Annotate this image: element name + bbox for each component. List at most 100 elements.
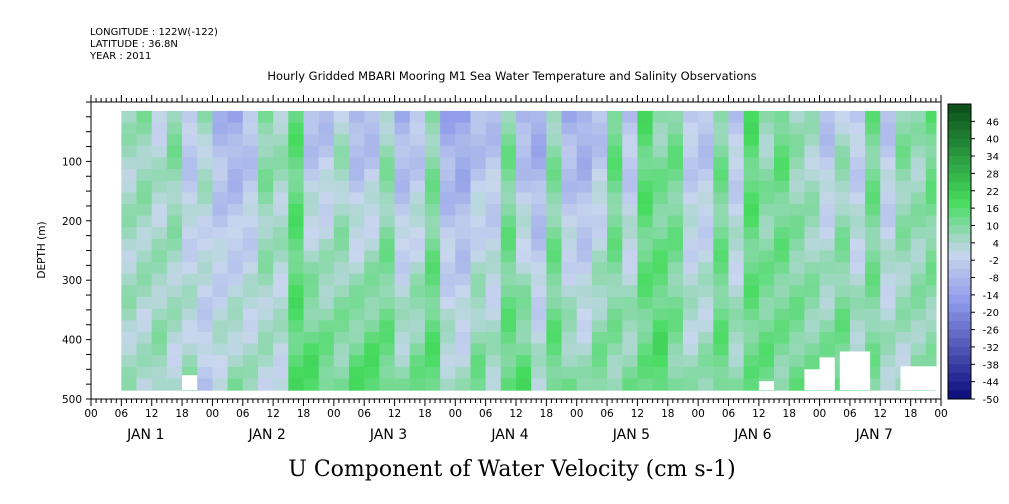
heatmap-cell bbox=[728, 331, 745, 345]
heatmap-cell bbox=[576, 203, 593, 217]
heatmap-cell bbox=[637, 297, 654, 310]
heatmap-cell bbox=[242, 262, 259, 275]
colorbar-swatch bbox=[948, 234, 971, 244]
heatmap-cell bbox=[364, 308, 380, 321]
heatmap-cell bbox=[561, 250, 578, 263]
heatmap-cell bbox=[303, 110, 320, 124]
heatmap-cell bbox=[895, 180, 912, 193]
heatmap-cell bbox=[576, 320, 593, 333]
heatmap-cell bbox=[257, 110, 274, 124]
heatmap-cell bbox=[895, 122, 912, 135]
heatmap-cell bbox=[151, 273, 168, 286]
heatmap-cell bbox=[865, 145, 881, 159]
colorbar-label: 40 bbox=[986, 135, 999, 146]
heatmap-cell bbox=[728, 320, 745, 333]
heatmap-cell bbox=[789, 320, 805, 333]
hour-tick-label: 18 bbox=[175, 408, 188, 420]
heatmap-cell bbox=[516, 320, 532, 333]
heatmap-cell bbox=[698, 331, 714, 345]
heatmap-cell bbox=[849, 134, 866, 147]
heatmap-cell bbox=[622, 169, 639, 182]
heatmap-cell bbox=[136, 227, 153, 240]
heatmap-cell bbox=[288, 215, 305, 228]
heatmap-cell bbox=[607, 122, 623, 135]
heatmap-cell bbox=[500, 145, 517, 159]
heatmap-cell bbox=[379, 180, 396, 193]
heatmap-cell bbox=[591, 227, 608, 240]
heatmap-cell bbox=[151, 215, 168, 228]
heatmap-cell bbox=[455, 134, 472, 147]
heatmap-cell bbox=[728, 355, 745, 368]
heatmap-cell bbox=[713, 169, 730, 182]
heatmap-cell bbox=[865, 227, 881, 240]
heatmap-cell bbox=[197, 110, 214, 124]
heatmap-cell bbox=[834, 308, 851, 321]
heatmap-cell bbox=[834, 238, 851, 252]
colorbar-swatch bbox=[948, 303, 971, 313]
heatmap-cell bbox=[880, 145, 897, 159]
heatmap-cell bbox=[349, 285, 365, 298]
heatmap-cell bbox=[257, 366, 274, 380]
heatmap-cell bbox=[834, 285, 851, 298]
heatmap-cell bbox=[333, 110, 350, 124]
heatmap-cell bbox=[758, 192, 775, 205]
heatmap-cell bbox=[774, 262, 790, 275]
heatmap-cell bbox=[516, 308, 532, 321]
heatmap-cell bbox=[318, 343, 335, 356]
heatmap-cell bbox=[591, 192, 608, 205]
heatmap-cell bbox=[804, 250, 821, 263]
heatmap-cell bbox=[591, 180, 608, 193]
heatmap-cell bbox=[652, 355, 669, 368]
heatmap-cell bbox=[789, 110, 805, 124]
heatmap-cell bbox=[819, 308, 836, 321]
heatmap-cell bbox=[516, 180, 532, 193]
hour-tick-label: 18 bbox=[904, 408, 917, 420]
heatmap-cell bbox=[197, 250, 214, 263]
heatmap-cell bbox=[728, 122, 745, 135]
heatmap-cell bbox=[849, 157, 866, 170]
heatmap-cell bbox=[455, 145, 472, 159]
heatmap-cell bbox=[591, 134, 608, 147]
heatmap-cell bbox=[500, 215, 517, 228]
heatmap-cell bbox=[212, 145, 229, 159]
heatmap-cell bbox=[349, 378, 365, 391]
heatmap-cell bbox=[288, 320, 305, 333]
heatmap-cell bbox=[151, 378, 168, 391]
heatmap-cell bbox=[667, 331, 684, 345]
no-data-patch bbox=[182, 375, 198, 391]
heatmap-cell bbox=[318, 110, 335, 124]
heatmap-cell bbox=[273, 169, 289, 182]
y-tick-label: 300 bbox=[62, 275, 82, 287]
heatmap-cell bbox=[804, 262, 821, 275]
hour-tick-label: 12 bbox=[388, 408, 401, 420]
heatmap-cell bbox=[379, 215, 396, 228]
heatmap-cell bbox=[121, 180, 138, 193]
heatmap-cell bbox=[667, 285, 684, 298]
heatmap-cell bbox=[364, 215, 380, 228]
heatmap-cell bbox=[880, 355, 897, 368]
heatmap-cell bbox=[682, 215, 699, 228]
heatmap-cell bbox=[819, 273, 836, 286]
heatmap-cell bbox=[728, 145, 745, 159]
heatmap-cell bbox=[349, 262, 365, 275]
heatmap-cell bbox=[880, 157, 897, 170]
heatmap-cell bbox=[273, 343, 289, 356]
heatmap-cell bbox=[819, 145, 836, 159]
heatmap-cell bbox=[652, 343, 669, 356]
heatmap-cell bbox=[364, 262, 380, 275]
heatmap-cell bbox=[227, 215, 244, 228]
heatmap-cell bbox=[121, 355, 138, 368]
heatmap-cell bbox=[819, 110, 836, 124]
heatmap-cell bbox=[409, 343, 426, 356]
heatmap-cell bbox=[424, 250, 441, 263]
colorbar-swatch bbox=[948, 138, 971, 148]
colorbar-label: -14 bbox=[983, 291, 999, 302]
heatmap-cell bbox=[834, 331, 851, 345]
heatmap-cell bbox=[288, 180, 305, 193]
heatmap-cell bbox=[546, 203, 563, 217]
heatmap-cell bbox=[834, 250, 851, 263]
heatmap-cell bbox=[622, 145, 639, 159]
colorbar-swatch bbox=[948, 329, 971, 339]
heatmap-cell bbox=[455, 157, 472, 170]
heatmap-cell bbox=[622, 157, 639, 170]
